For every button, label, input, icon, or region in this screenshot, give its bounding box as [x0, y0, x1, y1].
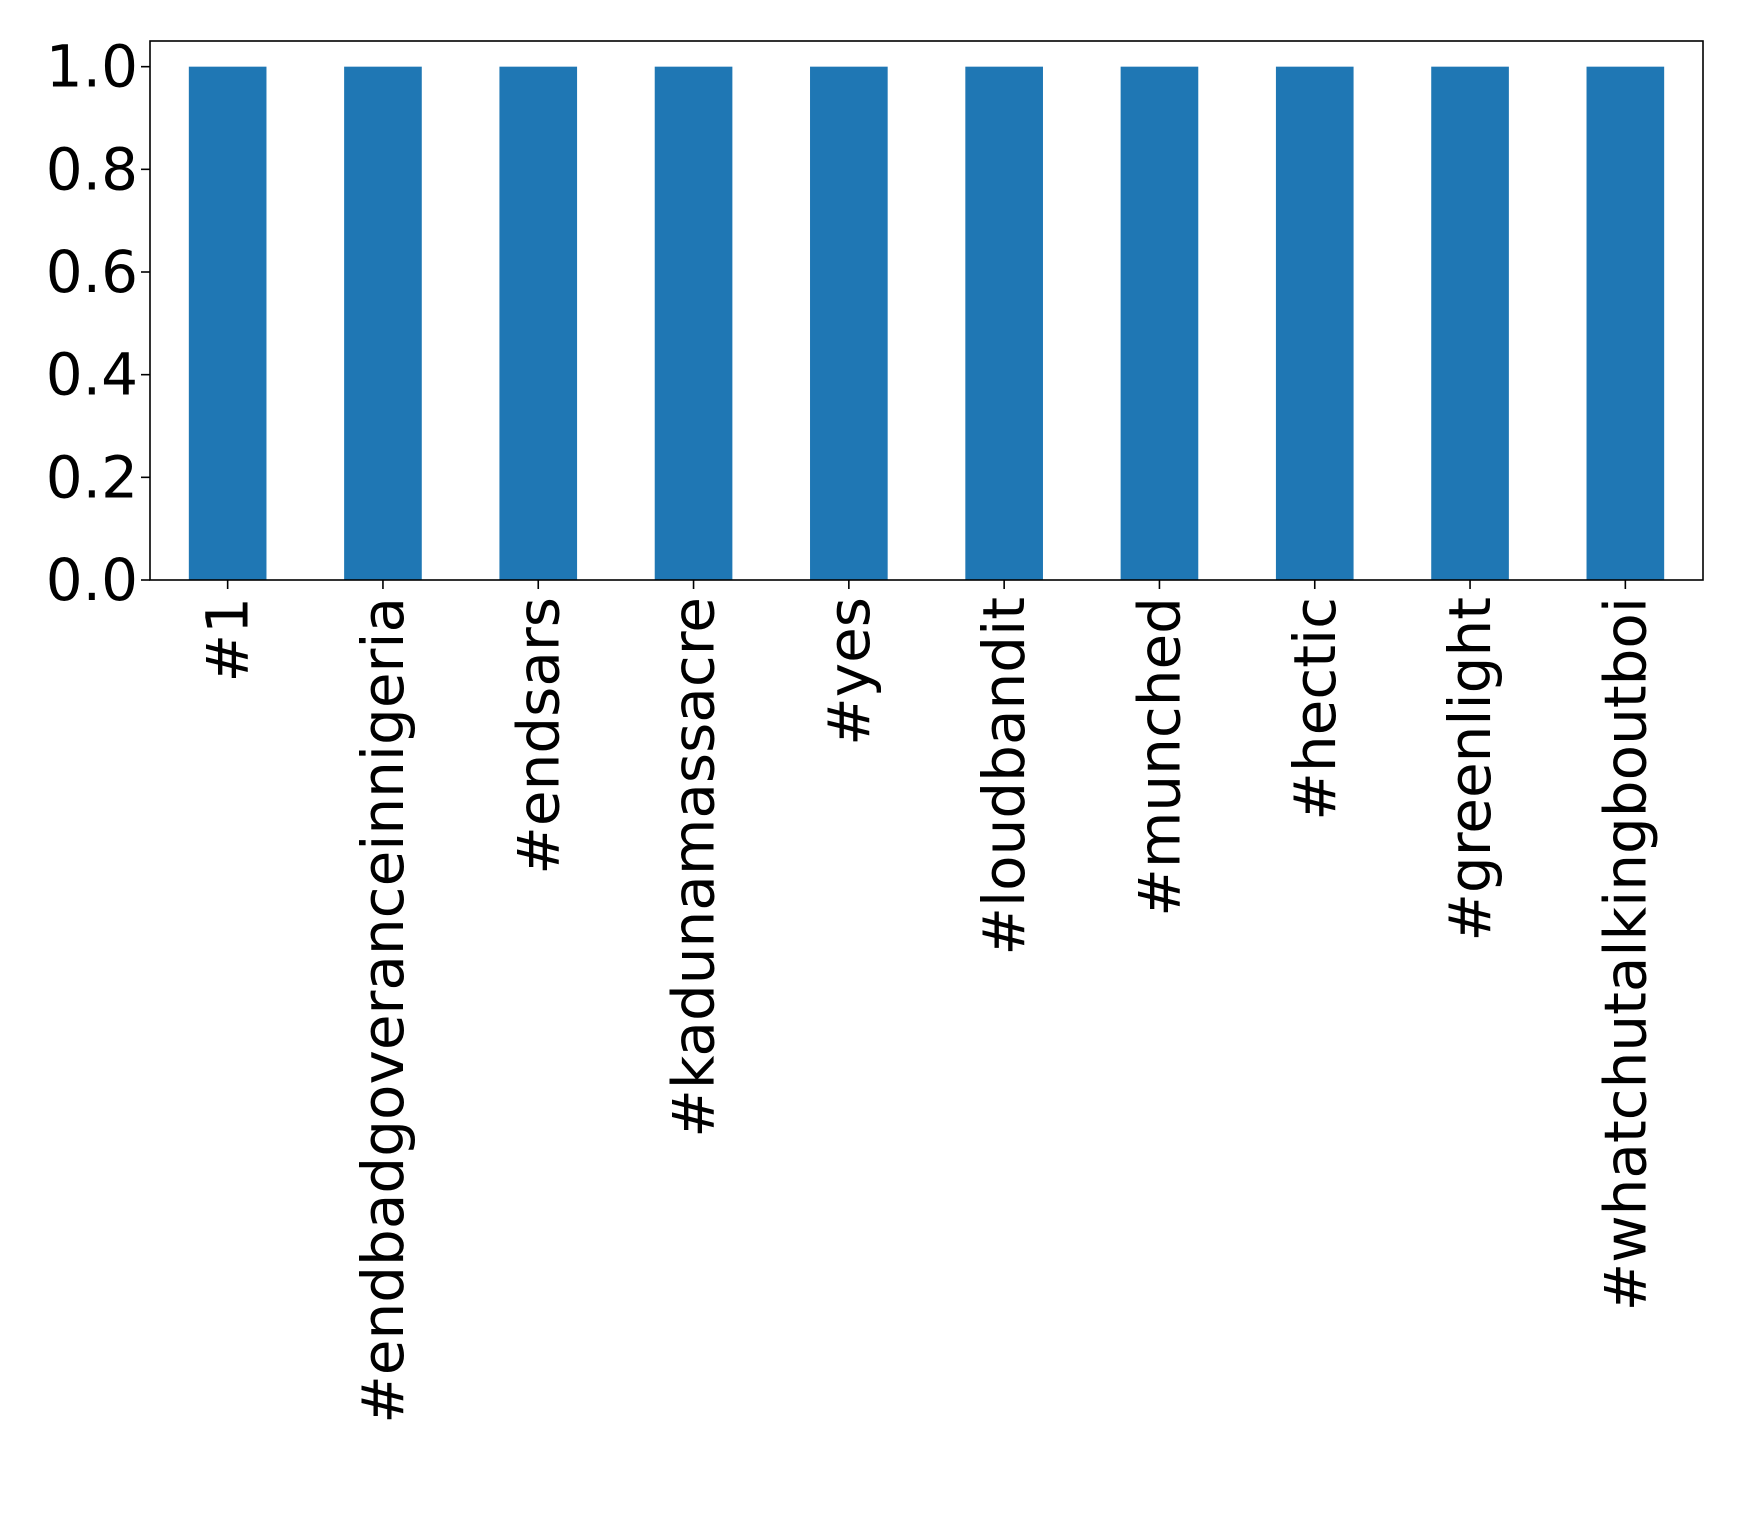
bar — [188, 66, 267, 580]
y-tick-label: 0.4 — [46, 341, 138, 409]
bar — [344, 66, 422, 580]
x-axis: #1 #endbadgoveranceinnigeria #endsars #kadu… — [194, 580, 1659, 1424]
bar — [499, 66, 578, 580]
y-tick-label: 0.0 — [46, 546, 138, 614]
bar — [965, 66, 1043, 580]
y-tick-label: 1.0 — [46, 33, 138, 101]
x-category-label: #munched — [1125, 597, 1193, 917]
x-category-label: #endsars — [504, 597, 572, 875]
plot-frame — [149, 40, 1704, 581]
x-category-label: #kadunamassacre — [660, 597, 728, 1138]
x-category-label: #yes — [815, 597, 883, 746]
bar — [1586, 66, 1665, 580]
y-tick-label: 0.6 — [46, 238, 138, 306]
y-axis: 0.0 0.2 0.4 0.6 0.8 1.0 — [46, 33, 150, 614]
bar — [810, 66, 888, 580]
y-tick-label: 0.8 — [46, 135, 138, 203]
x-category-label: #endbadgoveranceinnigeria — [349, 597, 417, 1424]
x-category-label: #hectic — [1281, 597, 1349, 821]
bars-group — [188, 66, 1665, 580]
x-category-label: #1 — [194, 597, 262, 683]
bar — [1275, 66, 1354, 580]
bar — [654, 66, 733, 580]
y-tick-label: 0.2 — [46, 443, 138, 511]
x-category-label: #greenlight — [1436, 597, 1504, 942]
x-category-label: #whatchutalkingboutboi — [1591, 597, 1659, 1311]
bar — [1120, 66, 1199, 580]
bar — [1431, 66, 1509, 580]
x-category-label: #loudbandit — [970, 597, 1038, 956]
